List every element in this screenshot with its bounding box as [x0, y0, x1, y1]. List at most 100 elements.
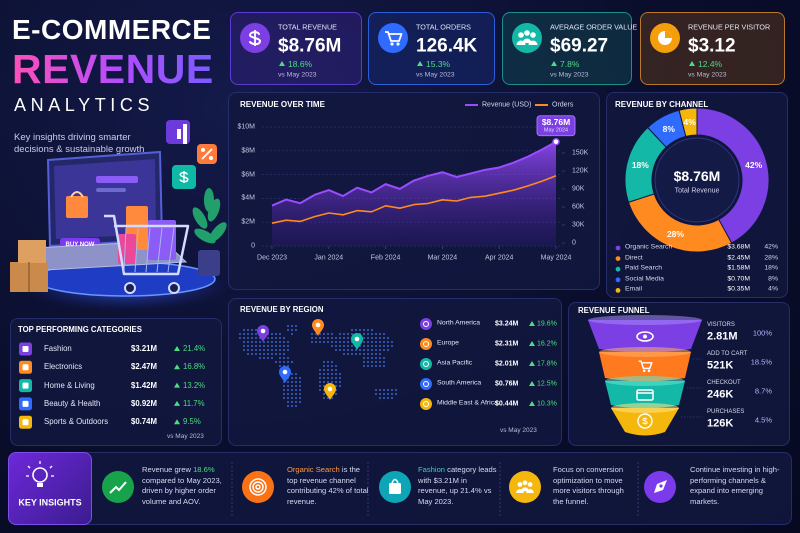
region-change: 12.5%	[537, 380, 557, 388]
insight-text: Fashion category leads with $3.21M in re…	[418, 465, 498, 507]
map-dot	[282, 344, 286, 348]
region-name: Asia Pacific	[437, 359, 473, 367]
legend-dot	[615, 256, 621, 261]
kpi-label: TOTAL ORDERS	[416, 22, 471, 32]
map-dot	[242, 336, 246, 340]
kpi-label: REVENUE PER VISITOR	[688, 22, 771, 32]
map-dot	[386, 396, 390, 400]
donut-slice	[696, 107, 770, 244]
category-change: 16.8%	[183, 362, 206, 372]
map-pin-dot	[260, 328, 266, 334]
map-dot	[282, 396, 286, 400]
map-dot	[254, 348, 258, 352]
map-dot	[366, 344, 370, 348]
map-dot	[294, 372, 298, 376]
cart-grid	[134, 227, 139, 273]
map-dot	[290, 376, 294, 380]
map-dot	[382, 396, 386, 400]
legend-label: Orders	[552, 101, 574, 109]
category-name: Home & Living	[44, 380, 95, 390]
region-change: 16.2%	[537, 340, 557, 348]
kpi-value: $69.27	[550, 35, 609, 57]
category-name: Sports & Outdoors	[44, 417, 109, 427]
insight-segment: 18.6%	[193, 465, 215, 474]
map-dot	[374, 332, 378, 336]
map-dot	[250, 332, 254, 336]
map-dot	[274, 348, 278, 352]
map-dot	[366, 352, 370, 356]
screen-bar	[96, 188, 126, 192]
map-dot	[294, 376, 298, 380]
map-dot	[374, 352, 378, 356]
legend-label: Email	[625, 285, 642, 293]
map-dot	[282, 336, 286, 340]
map-pin-dot	[282, 369, 288, 375]
map-pin-dot	[327, 386, 333, 392]
funnel-layer	[605, 381, 685, 409]
map-dot	[310, 332, 314, 336]
map-dot	[322, 340, 326, 344]
region-icon	[420, 378, 432, 390]
map-dot	[350, 328, 354, 332]
map-dot	[322, 396, 326, 400]
map-dot	[250, 348, 254, 352]
category-change: 11.7%	[183, 398, 205, 408]
map-dot	[286, 328, 290, 332]
category-icon-glyph	[22, 400, 29, 407]
map-dot	[334, 376, 338, 380]
panel-note: vs May 2023	[167, 432, 204, 440]
up-arrow	[529, 341, 535, 346]
map-dot	[290, 388, 294, 392]
map-dot	[342, 344, 346, 348]
map-dot	[322, 372, 326, 376]
funnel-rim	[605, 376, 685, 386]
map-dot	[370, 352, 374, 356]
insights-title-block	[8, 452, 92, 525]
up-arrow	[174, 346, 180, 351]
map-dot	[294, 380, 298, 384]
funnel-label: PURCHASES	[707, 409, 745, 415]
y-tick-label: 0	[251, 242, 255, 250]
map-dot	[370, 344, 374, 348]
icon-glyph	[665, 31, 672, 38]
map-dot	[342, 340, 346, 344]
map-dot	[346, 352, 350, 356]
map-dot	[358, 352, 362, 356]
legend-dot	[615, 288, 621, 293]
map-dot	[326, 336, 330, 340]
map-dot	[298, 388, 302, 392]
map-dot	[326, 376, 330, 380]
region-icon-glyph	[423, 381, 429, 387]
insight-icon	[242, 471, 274, 503]
map-dot	[322, 380, 326, 384]
map-dot	[274, 340, 278, 344]
insight-glyph	[389, 483, 401, 494]
insight-icon	[509, 471, 541, 503]
map-dot	[274, 332, 278, 336]
map-dot	[382, 388, 386, 392]
map-dot	[270, 356, 274, 360]
map-dot	[370, 332, 374, 336]
funnel-value: 246K	[707, 388, 734, 401]
map-dot	[298, 376, 302, 380]
map-pin-dot	[354, 336, 360, 342]
map-dot	[362, 332, 366, 336]
up-arrow	[174, 419, 180, 425]
map-dot	[386, 340, 390, 344]
end-point	[552, 138, 560, 146]
legend-percent: 28%	[764, 254, 778, 262]
map-dot	[322, 360, 326, 364]
funnel-rim	[611, 403, 679, 413]
category-amount: $0.92M	[131, 398, 158, 408]
bulb-ray	[27, 465, 31, 469]
map-dot	[294, 404, 298, 408]
cart-grid	[123, 227, 127, 273]
map-dot	[246, 352, 250, 356]
map-dot	[374, 348, 378, 352]
slice-label: 18%	[631, 160, 649, 171]
map-dot	[262, 356, 266, 360]
map-dot	[366, 348, 370, 352]
insight-text: Continue investing in high-performing ch…	[690, 465, 782, 507]
region-icon	[420, 338, 432, 350]
